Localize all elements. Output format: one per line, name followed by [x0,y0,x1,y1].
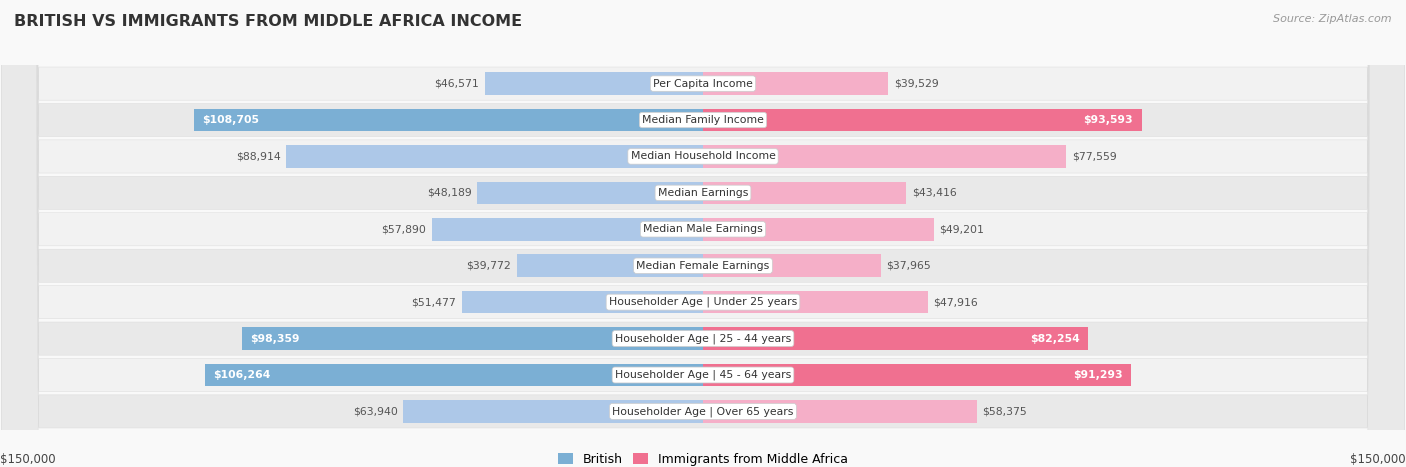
Text: $82,254: $82,254 [1031,333,1080,344]
FancyBboxPatch shape [703,182,907,204]
FancyBboxPatch shape [703,145,1067,168]
Text: $150,000: $150,000 [1350,453,1406,467]
Text: $39,529: $39,529 [894,78,939,89]
FancyBboxPatch shape [432,218,703,241]
Text: $93,593: $93,593 [1084,115,1133,125]
Text: $58,375: $58,375 [983,406,1026,417]
Text: $47,916: $47,916 [934,297,979,307]
Text: $43,416: $43,416 [912,188,957,198]
FancyBboxPatch shape [242,327,703,350]
FancyBboxPatch shape [461,291,703,313]
FancyBboxPatch shape [485,72,703,95]
FancyBboxPatch shape [516,255,703,277]
Text: $57,890: $57,890 [381,224,426,234]
Text: Householder Age | Over 65 years: Householder Age | Over 65 years [612,406,794,417]
Text: $150,000: $150,000 [0,453,56,467]
Text: $91,293: $91,293 [1073,370,1122,380]
Text: BRITISH VS IMMIGRANTS FROM MIDDLE AFRICA INCOME: BRITISH VS IMMIGRANTS FROM MIDDLE AFRICA… [14,14,522,29]
FancyBboxPatch shape [287,145,703,168]
Text: Median Household Income: Median Household Income [630,151,776,162]
FancyBboxPatch shape [205,364,703,386]
FancyBboxPatch shape [703,364,1130,386]
Text: $51,477: $51,477 [412,297,456,307]
Text: $63,940: $63,940 [353,406,398,417]
FancyBboxPatch shape [703,327,1088,350]
Text: Source: ZipAtlas.com: Source: ZipAtlas.com [1274,14,1392,24]
Text: $77,559: $77,559 [1073,151,1116,162]
FancyBboxPatch shape [703,255,882,277]
FancyBboxPatch shape [703,218,934,241]
Text: $46,571: $46,571 [434,78,479,89]
Text: $106,264: $106,264 [214,370,271,380]
Legend: British, Immigrants from Middle Africa: British, Immigrants from Middle Africa [553,448,853,467]
FancyBboxPatch shape [703,291,928,313]
Text: $39,772: $39,772 [467,261,510,271]
Text: $37,965: $37,965 [887,261,931,271]
Text: Median Male Earnings: Median Male Earnings [643,224,763,234]
Text: $108,705: $108,705 [202,115,259,125]
FancyBboxPatch shape [703,109,1142,131]
Text: Median Earnings: Median Earnings [658,188,748,198]
Text: Median Female Earnings: Median Female Earnings [637,261,769,271]
Text: Per Capita Income: Per Capita Income [652,78,754,89]
Text: Median Family Income: Median Family Income [643,115,763,125]
Text: Householder Age | 45 - 64 years: Householder Age | 45 - 64 years [614,370,792,380]
FancyBboxPatch shape [194,109,703,131]
FancyBboxPatch shape [703,400,977,423]
Text: Householder Age | Under 25 years: Householder Age | Under 25 years [609,297,797,307]
FancyBboxPatch shape [703,72,889,95]
Text: $48,189: $48,189 [427,188,471,198]
Text: $88,914: $88,914 [236,151,281,162]
FancyBboxPatch shape [404,400,703,423]
FancyBboxPatch shape [477,182,703,204]
Text: $49,201: $49,201 [939,224,984,234]
Text: $98,359: $98,359 [250,333,299,344]
Text: Householder Age | 25 - 44 years: Householder Age | 25 - 44 years [614,333,792,344]
